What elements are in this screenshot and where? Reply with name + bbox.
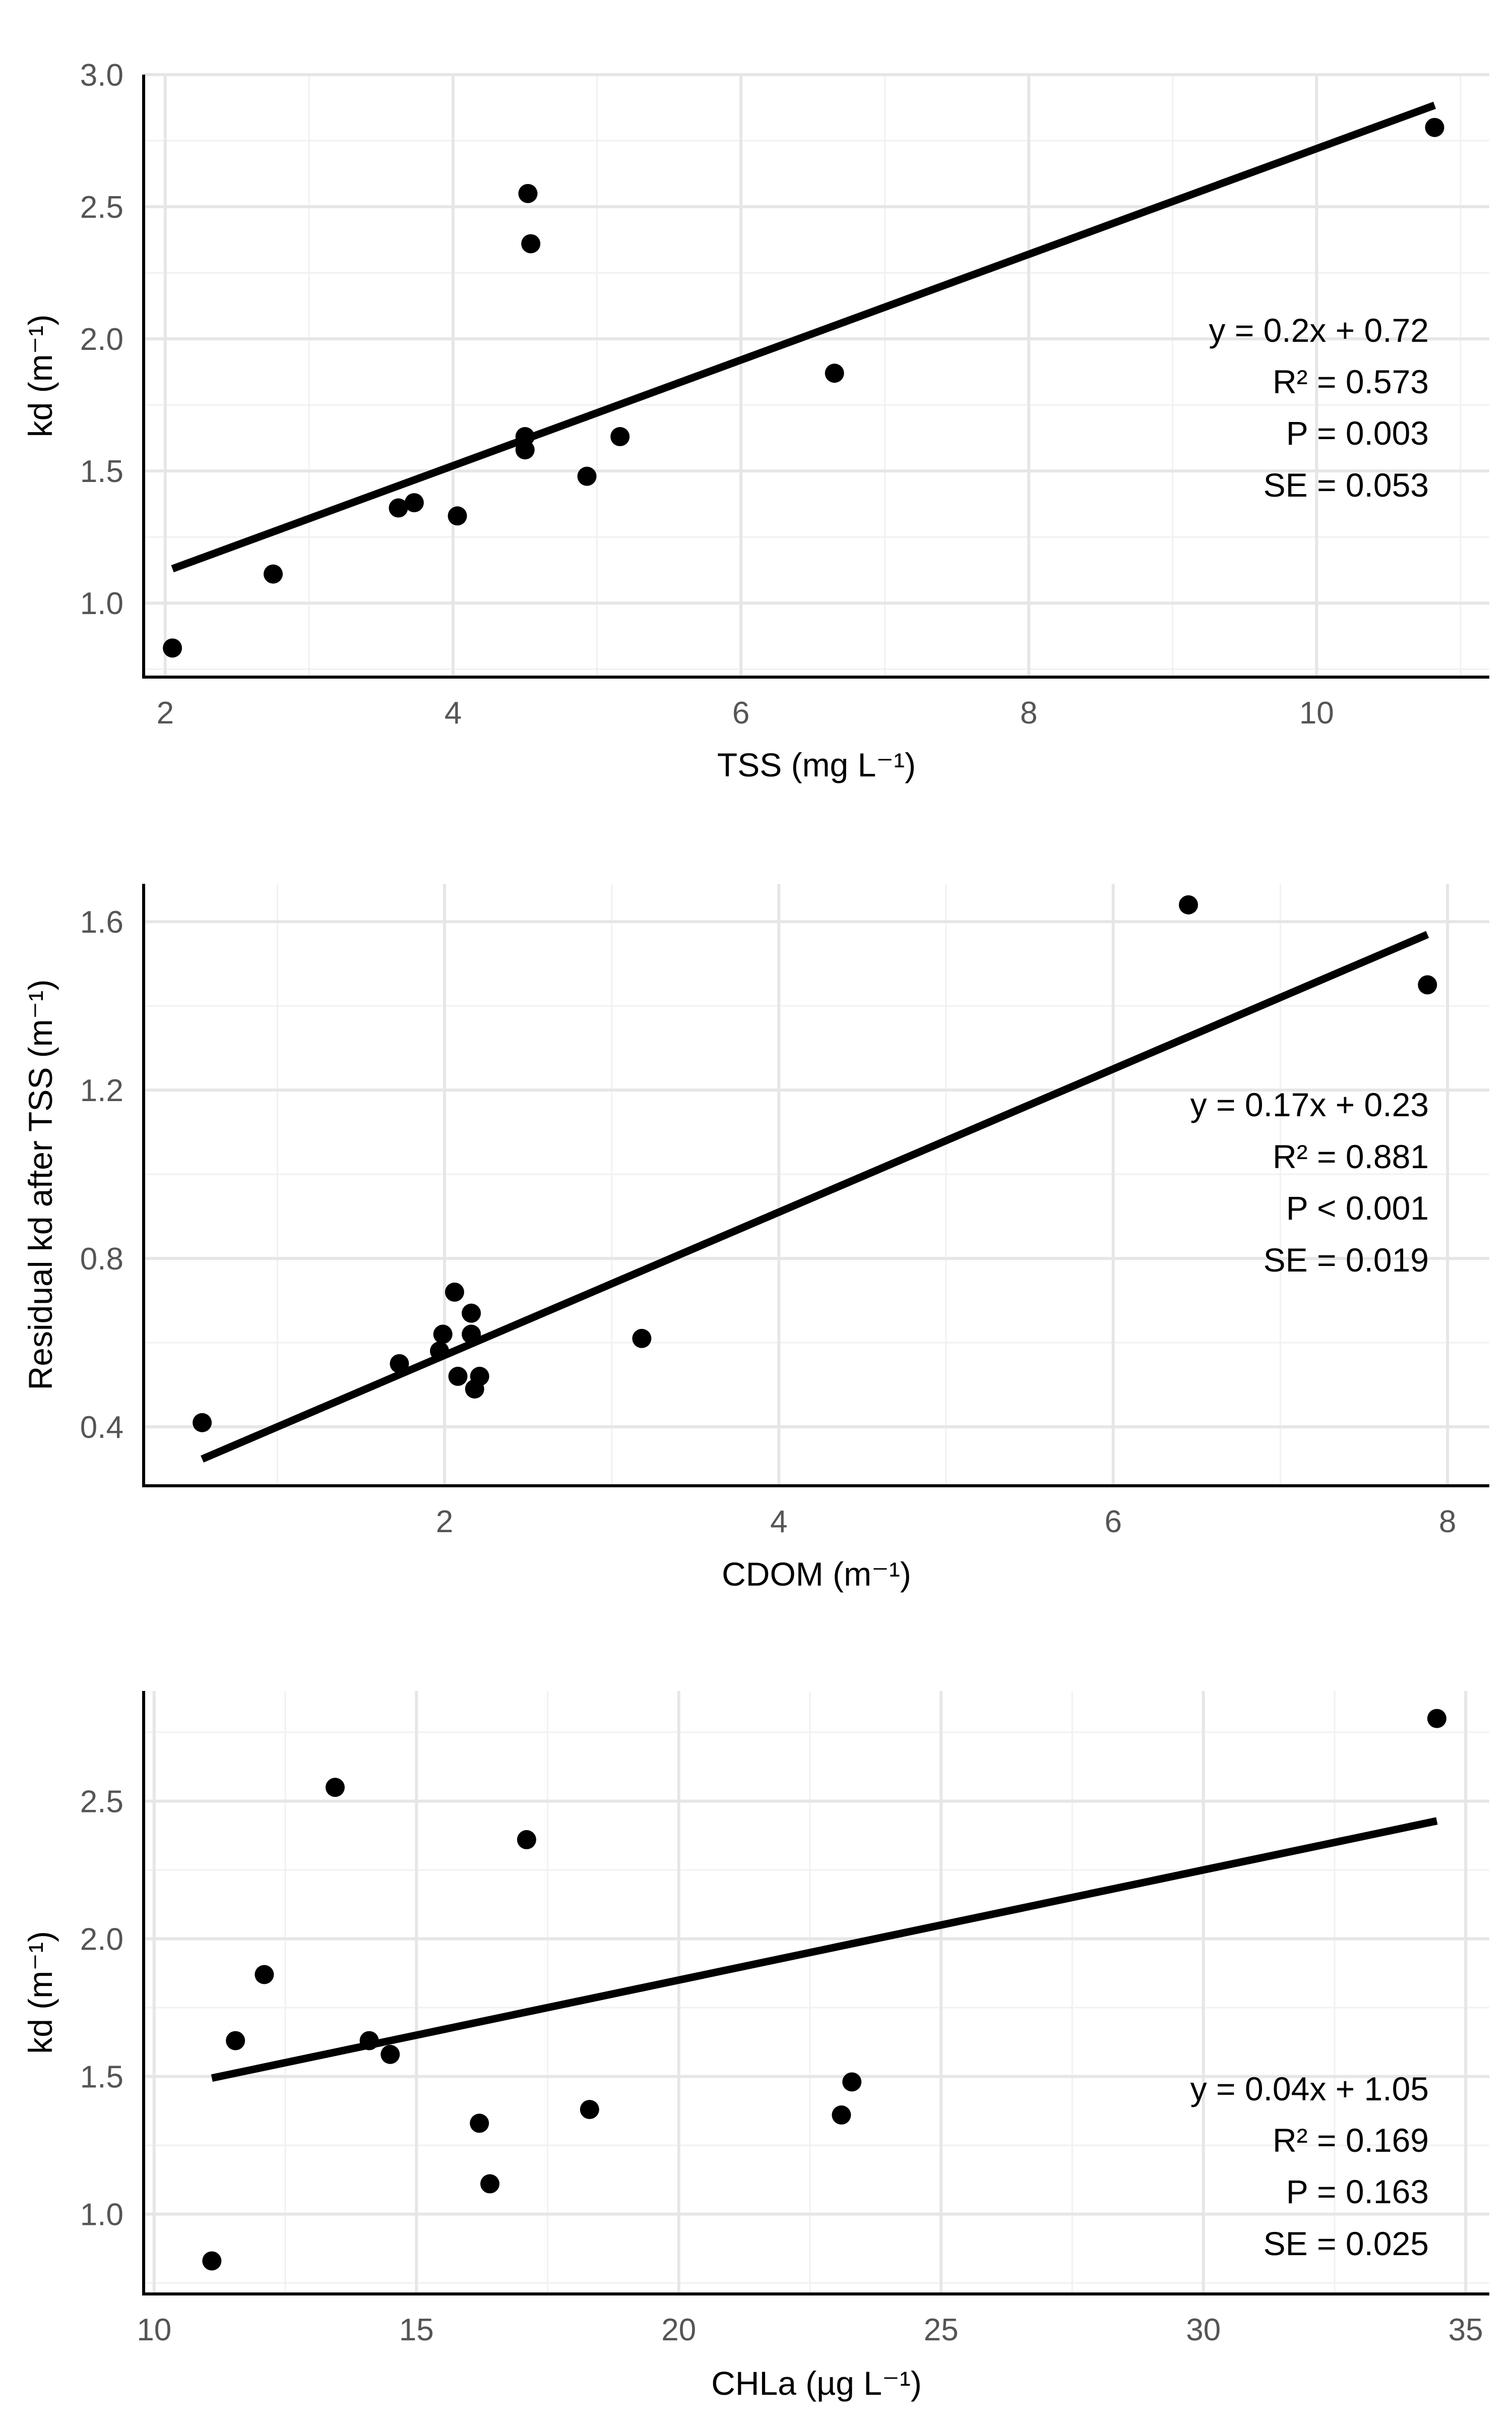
equation-label: y = 0.2x + 0.72 — [1209, 312, 1429, 349]
y-tick-label: 1.2 — [80, 1073, 123, 1108]
regression-line — [211, 1817, 1438, 2082]
equation-label: y = 0.17x + 0.23 — [1190, 1086, 1429, 1123]
data-point — [202, 2251, 222, 2271]
y-tick-label: 1.5 — [80, 454, 123, 489]
data-point — [448, 1366, 468, 1386]
x-tick-label: 35 — [1448, 2313, 1483, 2347]
data-point — [825, 364, 844, 383]
data-point — [632, 1328, 652, 1348]
x-tick-label: 20 — [661, 2313, 696, 2347]
data-point — [381, 2044, 400, 2064]
data-point — [842, 2072, 862, 2092]
data-point — [193, 1413, 212, 1432]
regression-line — [201, 931, 1429, 1463]
data-point — [518, 184, 538, 203]
data-point — [462, 1303, 481, 1323]
standard-error-label: SE = 0.053 — [1264, 466, 1429, 504]
data-point — [433, 1324, 453, 1344]
x-tick-label: 6 — [732, 696, 749, 731]
y-tick-label: 2.5 — [80, 190, 123, 225]
r-squared-label: R² = 0.573 — [1273, 363, 1429, 400]
data-point — [515, 427, 535, 447]
y-axis-title: kd (m⁻¹) — [22, 1931, 59, 2054]
x-tick-label: 2 — [436, 1504, 453, 1539]
data-point — [470, 2113, 489, 2133]
y-tick-label: 0.8 — [80, 1242, 123, 1277]
y-tick-label: 3.0 — [80, 58, 123, 93]
r-squared-label: R² = 0.169 — [1273, 2122, 1429, 2159]
data-point — [577, 466, 597, 486]
data-point — [390, 1354, 409, 1373]
r-squared-label: R² = 0.881 — [1273, 1138, 1429, 1175]
data-point — [517, 1830, 536, 1849]
data-point — [580, 2100, 599, 2120]
x-tick-label: 2 — [157, 696, 174, 731]
data-point — [521, 234, 541, 254]
x-tick-label: 4 — [770, 1504, 787, 1539]
data-point — [264, 564, 283, 584]
y-tick-label: 1.6 — [80, 905, 123, 940]
equation-label: y = 0.04x + 1.05 — [1190, 2070, 1429, 2107]
data-point — [359, 2031, 379, 2050]
x-tick-label: 10 — [1299, 696, 1334, 731]
data-point — [462, 1324, 481, 1344]
y-tick-label: 2.5 — [80, 1784, 123, 1819]
data-point — [1427, 1709, 1446, 1728]
x-axis-title: CHLa (µg L⁻¹) — [711, 2365, 922, 2402]
data-point — [610, 427, 630, 447]
data-point — [1418, 975, 1437, 995]
data-point — [1425, 117, 1444, 137]
x-tick-label: 8 — [1439, 1504, 1456, 1539]
y-tick-label: 1.0 — [80, 586, 123, 621]
p-value-label: P = 0.163 — [1286, 2173, 1429, 2210]
standard-error-label: SE = 0.025 — [1264, 2225, 1429, 2262]
panel-kd-vs-tss: 2 4 6 8 10 1.0 1.5 2.0 2.5 3.0 TSS (mg L⁻¹) kd (… — [22, 58, 1489, 783]
data-point — [832, 2105, 851, 2125]
regression-line — [171, 101, 1436, 573]
p-value-label: P < 0.001 — [1286, 1189, 1429, 1227]
x-axis-title: CDOM (m⁻¹) — [722, 1555, 911, 1593]
data-point — [448, 506, 467, 526]
y-tick-label: 1.5 — [80, 2060, 123, 2095]
y-axis-title: kd (m⁻¹) — [22, 315, 59, 438]
data-point — [470, 1366, 489, 1386]
p-value-label: P = 0.003 — [1286, 414, 1429, 452]
data-point — [515, 440, 535, 460]
data-point — [389, 498, 408, 518]
x-tick-label: 6 — [1104, 1504, 1121, 1539]
standard-error-label: SE = 0.019 — [1264, 1241, 1429, 1279]
x-tick-label: 10 — [137, 2313, 171, 2347]
data-point — [480, 2174, 500, 2194]
data-point — [445, 1282, 464, 1302]
data-point — [163, 638, 182, 658]
x-tick-label: 8 — [1020, 696, 1037, 731]
y-tick-label: 2.0 — [80, 322, 123, 357]
x-tick-label: 15 — [399, 2313, 434, 2347]
data-point — [255, 1965, 274, 1984]
x-axis-title: TSS (mg L⁻¹) — [717, 746, 916, 783]
x-tick-label: 25 — [924, 2313, 959, 2347]
data-point — [226, 2031, 245, 2050]
data-point — [325, 1778, 345, 1797]
panel-residual-kd-vs-cdom: 2 4 6 8 0.4 0.8 1.2 1.6 CDOM (m⁻¹) Residual kd… — [22, 884, 1489, 1593]
y-tick-label: 0.4 — [80, 1410, 123, 1445]
data-point — [1178, 895, 1198, 915]
data-point — [430, 1341, 450, 1361]
y-axis-title: Residual kd after TSS (m⁻¹) — [22, 980, 59, 1390]
x-tick-label: 30 — [1186, 2313, 1221, 2347]
x-tick-label: 4 — [445, 696, 462, 731]
data-point — [404, 493, 424, 513]
y-tick-label: 1.0 — [80, 2198, 123, 2232]
panel-kd-vs-chla: 10 15 20 25 30 35 1.01.52.02.5 CHLa (µg L⁻¹) … — [22, 1691, 1489, 2402]
y-tick-label: 2.0 — [80, 1922, 123, 1957]
